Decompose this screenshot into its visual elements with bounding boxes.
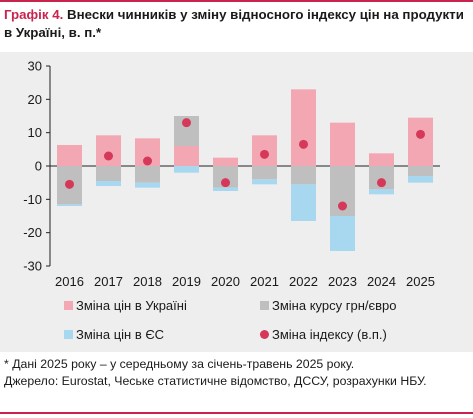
bar-segment <box>330 216 355 251</box>
y-tick-label: -30 <box>23 259 42 274</box>
bar-segment <box>96 135 121 166</box>
index-dot <box>143 156 152 166</box>
figure-label: Графік 4. <box>4 7 64 22</box>
index-dot <box>65 179 74 189</box>
bar-segment <box>408 117 433 166</box>
index-dot <box>260 149 269 159</box>
bottom-rule <box>0 412 473 414</box>
x-tick-label: 2022 <box>289 274 318 289</box>
bar-segment <box>135 166 160 183</box>
bar-segment <box>135 182 160 188</box>
figure-notes: * Дані 2025 року – у середньому за січен… <box>4 356 466 390</box>
top-rule <box>0 0 473 2</box>
index-dot <box>416 129 425 139</box>
y-tick-label: -10 <box>23 192 42 207</box>
bar-segment <box>369 153 394 166</box>
index-dot <box>182 118 191 128</box>
bar-segment <box>174 146 199 166</box>
y-tick-label: 0 <box>35 159 42 174</box>
bar-segment <box>408 166 433 176</box>
figure-title-text: Внески чинників у зміну відносного індек… <box>4 7 464 40</box>
bar-segment <box>57 204 82 206</box>
x-tick-label: 2017 <box>94 274 123 289</box>
x-tick-label: 2019 <box>172 274 201 289</box>
x-tick-label: 2016 <box>55 274 84 289</box>
legend-swatch <box>260 301 269 310</box>
legend-label: Зміна курсу грн/євро <box>272 298 397 313</box>
index-dot <box>377 178 386 188</box>
legend-swatch <box>64 330 73 339</box>
footnote: * Дані 2025 року – у середньому за січен… <box>4 357 355 371</box>
bar-segment <box>291 184 316 221</box>
index-dot <box>299 139 308 149</box>
legend-label: Зміна цін в Україні <box>76 298 187 313</box>
bar-segment <box>57 145 82 166</box>
x-tick-label: 2018 <box>133 274 162 289</box>
legend-label: Зміна цін в ЄС <box>76 327 164 342</box>
x-tick-label: 2025 <box>406 274 435 289</box>
bar-segment <box>213 187 238 191</box>
x-tick-label: 2023 <box>328 274 357 289</box>
bar-segment <box>252 179 277 185</box>
legend-label: Зміна індексу (в.п.) <box>272 327 387 342</box>
bar-segment <box>408 176 433 183</box>
y-tick-label: -20 <box>23 225 42 240</box>
index-dot <box>221 178 230 188</box>
bar-segment <box>96 166 121 181</box>
legend-swatch <box>64 301 73 310</box>
bar-segment <box>213 157 238 166</box>
bar-segment <box>291 89 316 166</box>
index-dot <box>338 201 347 211</box>
y-tick-label: 10 <box>28 125 42 140</box>
bar-segment <box>96 181 121 186</box>
bar-segment <box>174 166 199 173</box>
bar-segment <box>291 166 316 185</box>
figure-title: Графік 4. Внески чинників у зміну віднос… <box>4 6 466 42</box>
x-tick-label: 2021 <box>250 274 279 289</box>
y-tick-label: 30 <box>28 59 42 74</box>
source-note: Джерело: Eurostat, Чеське статистичне ві… <box>4 374 427 388</box>
x-tick-label: 2020 <box>211 274 240 289</box>
bar-segment <box>252 166 277 180</box>
bar-segment <box>369 189 394 195</box>
chart-svg: 30 20 10 0 -10 -20 -30 2016 2017 2018 2019 2020 2021… <box>23 59 440 342</box>
x-tick-label: 2024 <box>367 274 396 289</box>
bar-segment <box>369 166 394 190</box>
y-tick-label: 20 <box>28 92 42 107</box>
bar-segment <box>330 122 355 166</box>
bar-segment <box>213 166 238 188</box>
legend-dot <box>260 330 269 339</box>
index-dot <box>104 151 113 161</box>
chart-area: 30 20 10 0 -10 -20 -30 2016 2017 2018 2019 2020 2021… <box>0 52 473 352</box>
